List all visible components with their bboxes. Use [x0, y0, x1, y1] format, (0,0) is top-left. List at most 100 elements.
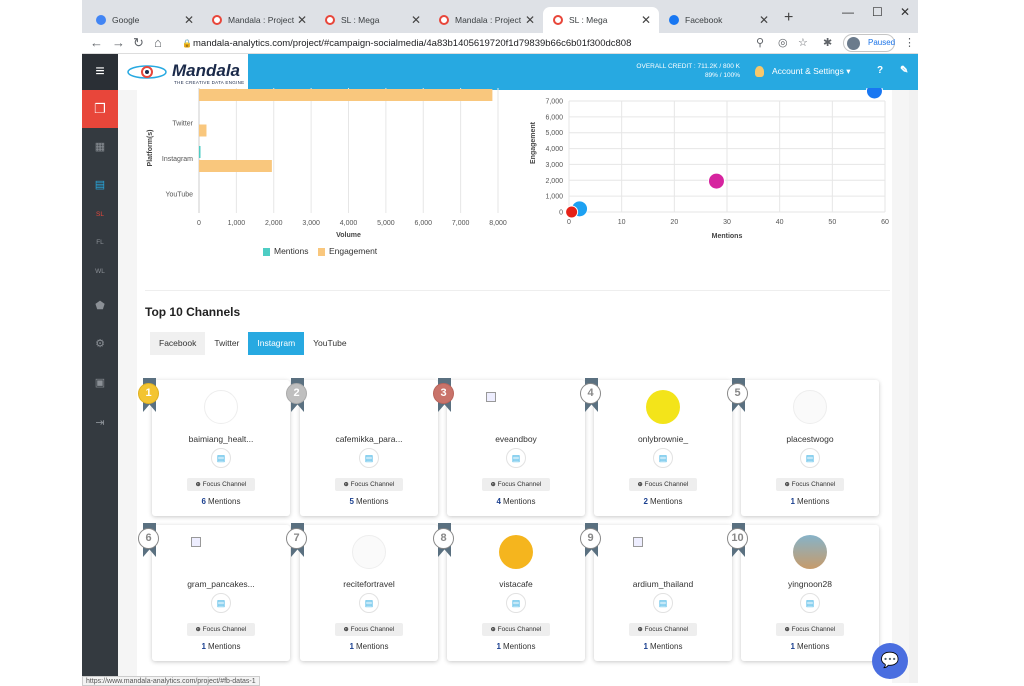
browser-tab[interactable]: SL : Mega ✕	[315, 7, 429, 33]
rank-ribbon: 10	[727, 523, 748, 559]
channel-name[interactable]: vistacafe	[499, 579, 533, 589]
menu-icon[interactable]: ⋮	[904, 37, 915, 49]
account-settings-menu[interactable]: Account & Settings ▾	[755, 66, 850, 78]
focus-channel-button[interactable]: ⊕ Focus Channel	[776, 623, 844, 636]
focus-channel-button[interactable]: ⊕ Focus Channel	[776, 478, 844, 491]
clipboard-icon[interactable]: ▤	[506, 448, 526, 468]
focus-channel-button[interactable]: ⊕ Focus Channel	[629, 478, 697, 491]
channel-name[interactable]: ardium_thailand	[632, 579, 694, 589]
minimize-button[interactable]: —	[842, 5, 854, 19]
channel-card[interactable]: 10 yingnoon28 ▤ ⊕ Focus Channel 1 Mentions	[727, 523, 879, 661]
browser-tab[interactable]: Mandala : Project ✕	[429, 7, 543, 33]
sidebar-item-fl[interactable]: FL	[96, 239, 104, 246]
x-tick-label: 1,000	[228, 220, 246, 227]
tab-facebook[interactable]: Facebook	[150, 332, 206, 355]
legend-item-mentions[interactable]: Mentions	[263, 246, 309, 256]
clipboard-icon[interactable]: ▤	[211, 448, 231, 468]
channel-name[interactable]: baimiang_healt...	[188, 434, 254, 444]
browser-tab-active[interactable]: SL : Mega ✕	[543, 7, 659, 33]
close-icon[interactable]: ✕	[758, 13, 769, 27]
help-icon[interactable]: ?	[877, 65, 884, 76]
focus-channel-button[interactable]: ⊕ Focus Channel	[482, 478, 550, 491]
home-icon[interactable]: ⌂	[154, 35, 162, 50]
rank-ribbon: 3	[433, 378, 454, 414]
plus-icon: ⊕	[490, 482, 496, 488]
channel-card[interactable]: 1 baimiang_healt... ▤ ⊕ Focus Channel 6 Mentio…	[138, 378, 290, 516]
sidebar-item-sl[interactable]: SL	[96, 211, 104, 218]
grid-icon[interactable]: ▦	[94, 141, 106, 153]
close-icon[interactable]: ✕	[640, 13, 651, 27]
chat-bubble-button[interactable]: 💬	[872, 643, 908, 679]
youtube-icon	[565, 205, 579, 219]
tab-instagram[interactable]: Instagram	[248, 332, 305, 355]
y-axis-label: Engagement	[530, 121, 537, 164]
logout-icon[interactable]: ⇥	[95, 417, 105, 429]
clipboard-icon[interactable]: ▤	[359, 593, 379, 613]
document-icon[interactable]: ▤	[94, 179, 106, 191]
window-close-button[interactable]: ✕	[900, 5, 911, 19]
scrollbar[interactable]	[909, 90, 918, 683]
channel-name[interactable]: eveandboy	[495, 434, 537, 444]
channel-name[interactable]: cafemikka_para...	[335, 434, 403, 444]
focus-channel-button[interactable]: ⊕ Focus Channel	[629, 623, 697, 636]
star-icon[interactable]: ☆	[798, 37, 808, 49]
clipboard-icon[interactable]: ▤	[800, 593, 820, 613]
focus-channel-button[interactable]: ⊕ Focus Channel	[335, 623, 403, 636]
forward-icon[interactable]: →	[112, 35, 125, 50]
clipboard-icon[interactable]: ▤	[800, 448, 820, 468]
focus-label: Focus Channel	[350, 481, 395, 488]
sidebar-item-wl[interactable]: WL	[95, 268, 105, 275]
eye-off-icon[interactable]: ◎	[778, 37, 788, 49]
focus-channel-button[interactable]: ⊕ Focus Channel	[187, 623, 255, 636]
browser-tab[interactable]: Mandala : Project ✕	[202, 7, 315, 33]
profile-button[interactable]: Paused	[843, 34, 895, 52]
back-icon[interactable]: ←	[90, 35, 103, 50]
hamburger-menu-icon[interactable]: ≡	[82, 54, 118, 90]
channel-name[interactable]: yingnoon28	[788, 579, 832, 589]
reload-icon[interactable]: ↻	[133, 35, 144, 50]
channel-card[interactable]: 9 ardium_thailand ▤ ⊕ Focus Channel 1 Mentions	[580, 523, 732, 661]
focus-channel-button[interactable]: ⊕ Focus Channel	[335, 478, 403, 491]
rank-ribbon: 9	[580, 523, 601, 559]
channel-name[interactable]: recitefortravel	[343, 579, 395, 589]
channel-card[interactable]: 4 onlybrownie_ ▤ ⊕ Focus Channel 2 Mentions	[580, 378, 732, 516]
url-field[interactable]: 🔒 mandala-analytics.com/project/#campaig…	[179, 35, 799, 52]
channel-card[interactable]: 3 eveandboy ▤ ⊕ Focus Channel 4 Mentions	[433, 378, 585, 516]
pen-icon[interactable]: ✎	[900, 65, 909, 76]
tab-youtube[interactable]: YouTube	[304, 332, 356, 355]
new-tab-button[interactable]: +	[784, 9, 794, 26]
chat-icon[interactable]: ▣	[94, 377, 106, 389]
close-icon[interactable]: ✕	[410, 13, 421, 27]
close-icon[interactable]: ✕	[524, 13, 535, 27]
avatar	[847, 37, 860, 50]
channel-name[interactable]: onlybrownie_	[637, 434, 689, 444]
clipboard-icon[interactable]: ▤	[506, 593, 526, 613]
focus-channel-button[interactable]: ⊕ Focus Channel	[482, 623, 550, 636]
channel-name[interactable]: gram_pancakes...	[187, 579, 255, 589]
copy-icon[interactable]: ❐	[82, 90, 118, 128]
clipboard-icon[interactable]: ▤	[653, 448, 673, 468]
channel-name[interactable]: placestwogo	[786, 434, 834, 444]
zoom-icon[interactable]: ⚲	[756, 37, 765, 49]
extensions-icon[interactable]: ✱	[823, 37, 833, 49]
focus-channel-button[interactable]: ⊕ Focus Channel	[187, 478, 255, 491]
channel-card[interactable]: 8 vistacafe ▤ ⊕ Focus Channel 1 Mentions	[433, 523, 585, 661]
gear-icon[interactable]: ⚙	[95, 338, 105, 350]
channel-card[interactable]: 5 placestwogo ▤ ⊕ Focus Channel 1 Mentions	[727, 378, 879, 516]
channel-card[interactable]: 2 cafemikka_para... ▤ ⊕ Focus Channel 5 Mentio…	[286, 378, 438, 516]
legend-item-engagement[interactable]: Engagement	[317, 246, 377, 256]
tag-icon[interactable]: ⬟	[95, 300, 105, 312]
clipboard-icon[interactable]: ▤	[211, 593, 231, 613]
y-tick-label: YouTube	[165, 192, 193, 199]
channel-card[interactable]: 7 recitefortravel ▤ ⊕ Focus Channel 1 Mentions	[286, 523, 438, 661]
close-icon[interactable]: ✕	[183, 13, 194, 27]
clipboard-icon[interactable]: ▤	[653, 593, 673, 613]
browser-tab[interactable]: Facebook ✕	[659, 7, 777, 33]
logo[interactable]: Mandala THE CREATIVE DATA ENGINE	[118, 54, 248, 90]
channel-card[interactable]: 6 gram_pancakes... ▤ ⊕ Focus Channel 1 Mention…	[138, 523, 290, 661]
clipboard-icon[interactable]: ▤	[359, 448, 379, 468]
browser-tab[interactable]: Google ✕	[86, 7, 202, 33]
maximize-button[interactable]: ☐	[872, 5, 883, 19]
close-icon[interactable]: ✕	[296, 13, 307, 27]
tab-twitter[interactable]: Twitter	[205, 332, 249, 355]
